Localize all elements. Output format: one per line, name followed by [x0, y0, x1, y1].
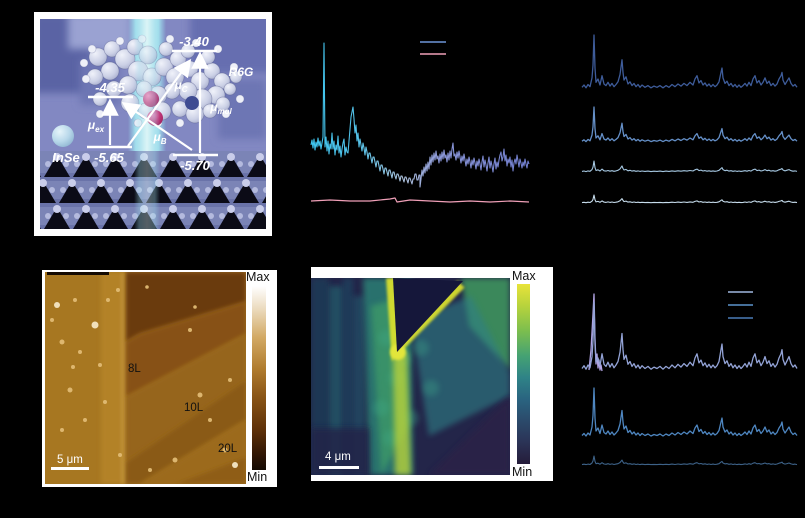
panel-d-colorbar-min-label: Min	[247, 470, 268, 484]
svg-text:R6G: R6G	[229, 65, 254, 79]
panel-e-colorbar-min-label: Min	[512, 465, 533, 479]
panel-d-colorbar	[252, 286, 266, 470]
svg-text:-5.65: -5.65	[94, 150, 124, 165]
panel-e-raman-map: 4 μm	[311, 278, 510, 475]
svg-text:5 μm: 5 μm	[57, 454, 83, 466]
panel-e-colorbar-max-label: Max	[512, 269, 536, 283]
panel-e-colorbar	[517, 284, 530, 464]
svg-text:4 μm: 4 μm	[325, 451, 351, 463]
panel-d-afm-image: 8L 10L 20L 5 μm	[45, 272, 246, 484]
panel-c-stacked-spectra	[581, 34, 798, 204]
svg-text:-5.70: -5.70	[180, 158, 210, 173]
svg-text:-4.35: -4.35	[95, 80, 125, 95]
svg-text:20L: 20L	[218, 443, 238, 455]
panel-f-stacked-spectra	[581, 291, 798, 466]
svg-text:10L: 10L	[184, 402, 204, 414]
panel-b-spectrum-plot	[310, 41, 530, 203]
svg-text:-3.40: -3.40	[179, 34, 209, 49]
panel-d-colorbar-max-label: Max	[246, 270, 270, 284]
svg-text:InSe: InSe	[52, 150, 79, 165]
svg-text:8L: 8L	[128, 363, 141, 375]
